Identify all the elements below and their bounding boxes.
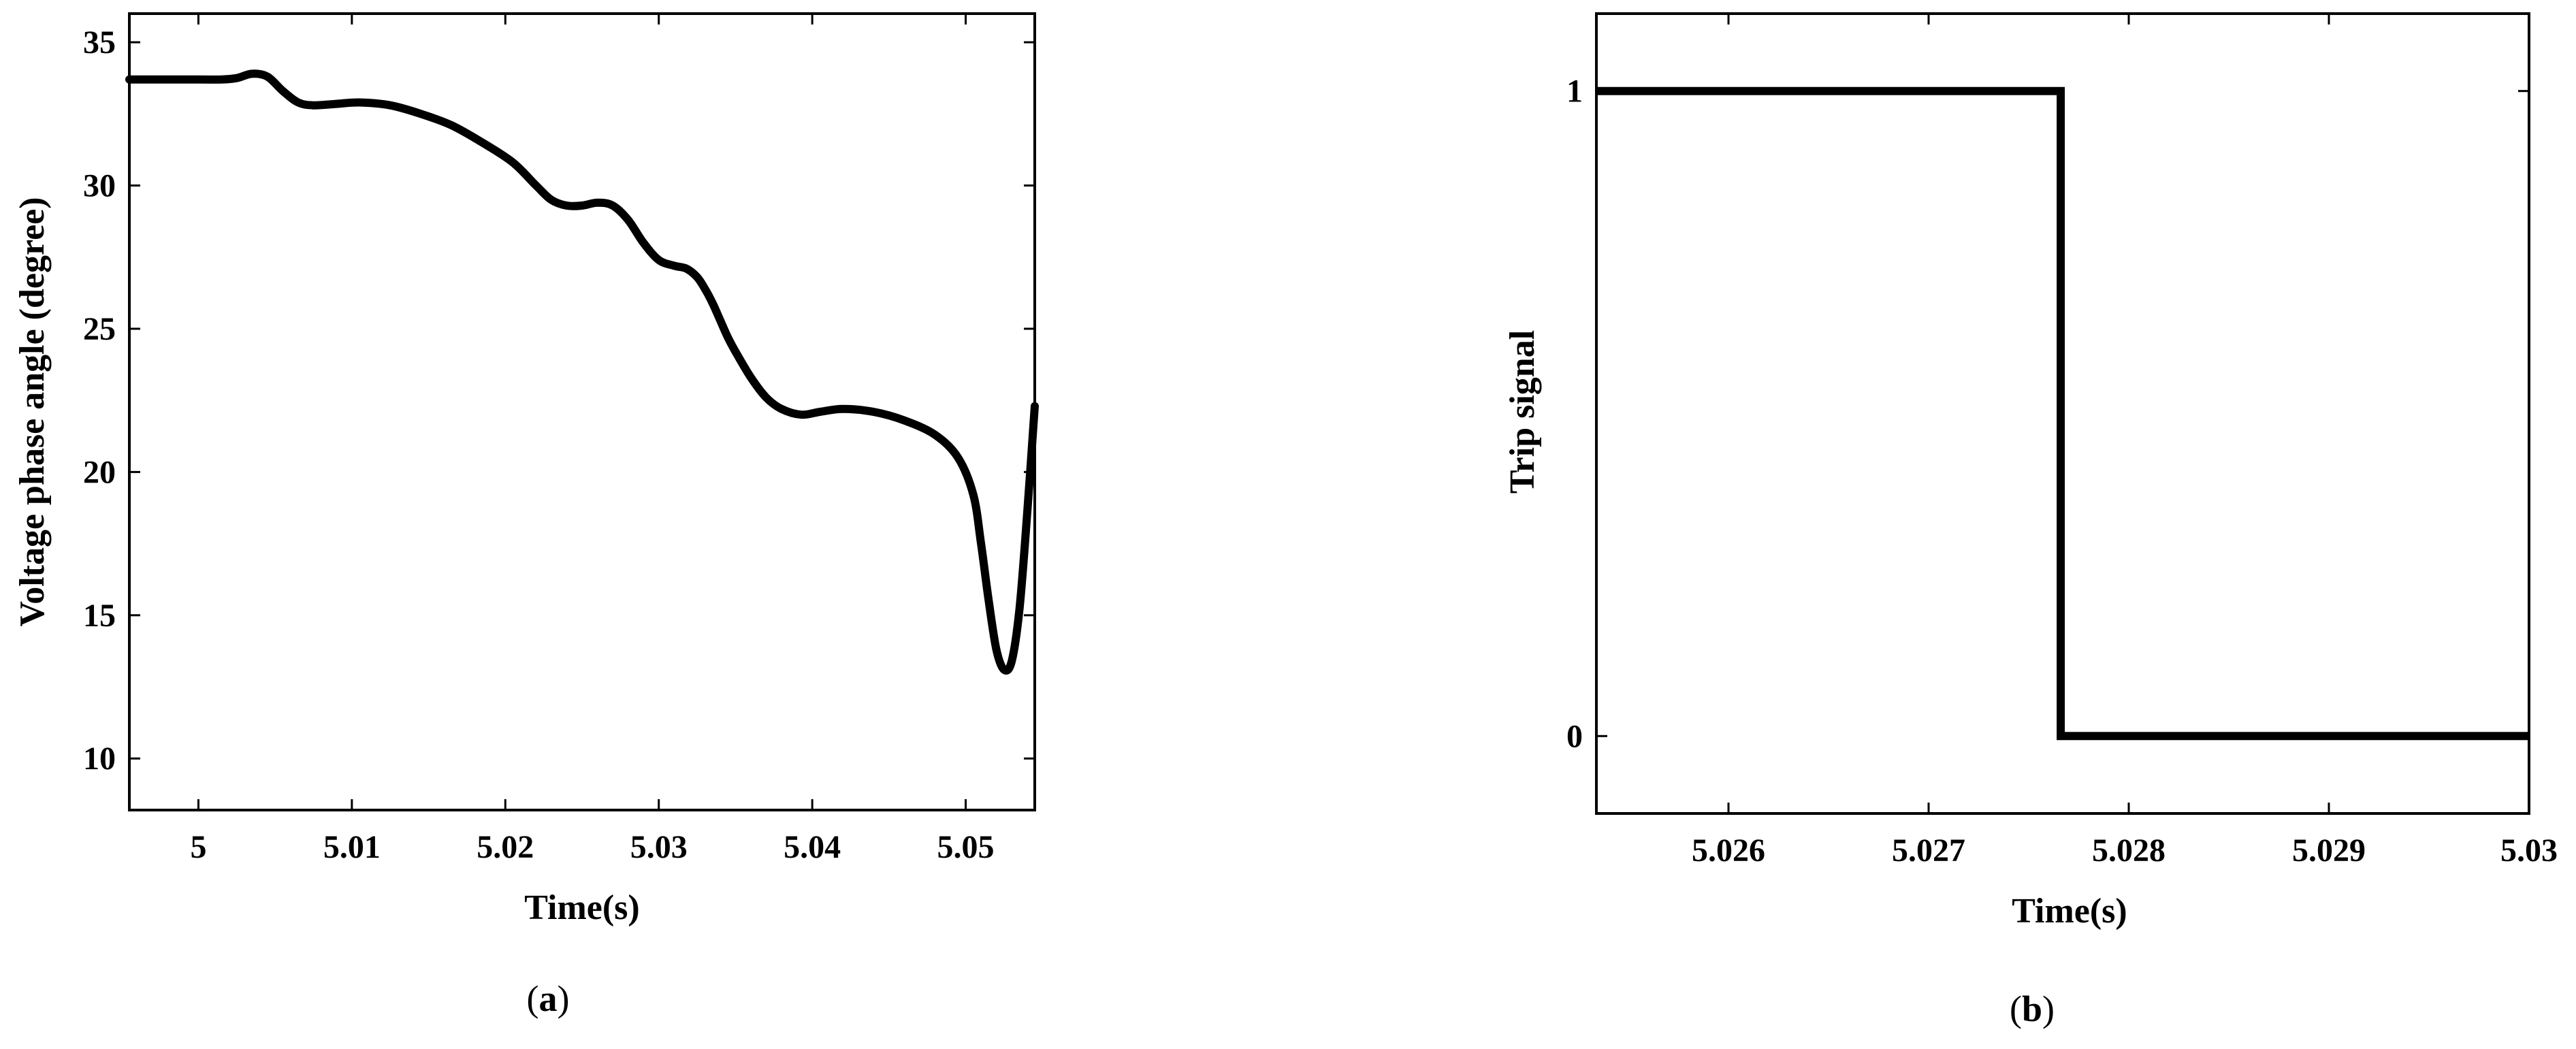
x-tick-label: 5.029 [2292,833,2366,869]
y-axis-title: Voltage phase angle (degree) [13,197,52,626]
series-line-trip-signal [1596,86,2529,741]
y-tick-label-group: 10 15 20 25 30 35 [83,25,116,777]
y-tick-label: 35 [83,25,116,61]
y-tick-label: 0 [1566,718,1583,754]
x-tick-label: 5.05 [937,829,995,865]
series-line-voltage-phase-angle [125,69,1039,675]
x-tick-label: 5.03 [2500,833,2558,869]
x-tick-label: 5.026 [1692,833,1765,869]
plot-area-frame [1595,12,2530,815]
x-tick-label-group: 5.026 5.027 5.028 5.029 5.03 [1692,833,2558,869]
chart-panel-b: 5.026 5.027 5.028 5.029 5.03 01 Time(s) Trip… [1503,12,2558,1029]
x-axis-title: Time(s) [524,888,639,927]
panel-caption-letter: b [2022,988,2042,1029]
y-tick-label: 20 [83,454,116,490]
y-tick-label-group: 01 [1566,74,1583,755]
x-tick-label: 5.03 [630,829,688,865]
x-tick-label: 5.027 [1892,833,1965,869]
x-tick-label: 5.04 [784,829,841,865]
plot-area-frame [128,12,1036,811]
panel-caption-letter: a [539,978,558,1019]
y-tick-label: 1 [1566,74,1583,110]
tick-group [129,14,1035,810]
x-axis-title: Time(s) [2012,892,2127,931]
x-tick-label: 5.02 [477,829,534,865]
y-tick-label: 30 [83,168,116,204]
chart-panel-a: 5 5.01 5.02 5.03 5.04 5.05 10 15 20 25 30 35 Time(… [13,12,1039,1019]
y-tick-label: 10 [83,741,116,777]
x-tick-label: 5.01 [323,829,381,865]
panel-caption-b: (b) [2010,988,2055,1029]
x-tick-label-group: 5 5.01 5.02 5.03 5.04 5.05 [190,829,994,865]
y-tick-label: 25 [83,311,116,347]
x-tick-label: 5.028 [2092,833,2166,869]
y-tick-label: 15 [83,598,116,634]
x-tick-label: 5 [190,829,206,865]
panel-caption-a: (a) [527,978,570,1019]
y-axis-title: Trip signal [1503,330,1542,494]
